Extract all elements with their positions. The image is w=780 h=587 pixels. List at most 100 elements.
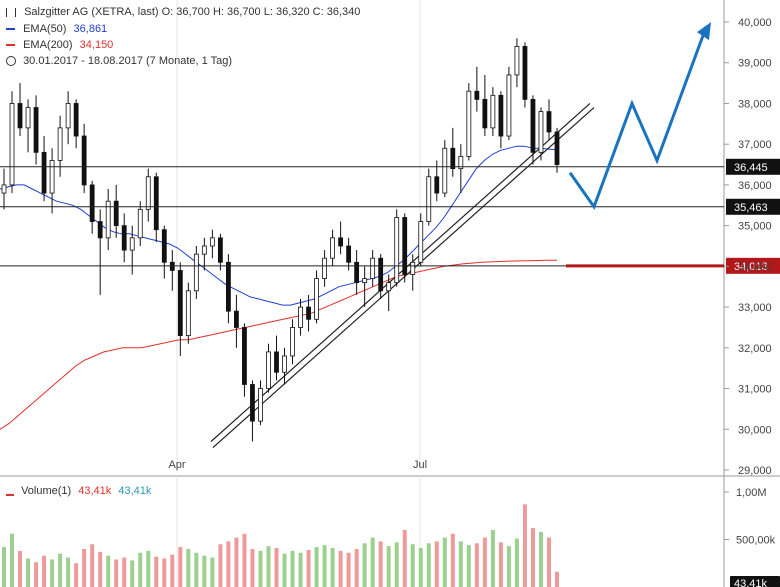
volume-bar [122, 557, 127, 587]
ema50-swatch-icon [6, 28, 15, 31]
volume-bar [250, 549, 255, 587]
candle-body [402, 217, 408, 275]
volume-bar [18, 550, 23, 587]
trend-channel [210, 103, 595, 449]
volume-bar [234, 537, 239, 587]
volume-bar [138, 552, 143, 587]
candle-body [410, 261, 416, 275]
candle-body [306, 306, 311, 320]
candle-body [258, 388, 263, 422]
candle-body [274, 351, 279, 373]
candle-body [81, 135, 87, 186]
volume-bar [354, 549, 359, 587]
candle-body [113, 200, 119, 227]
y-tick-label: 34,000 [738, 261, 772, 273]
candle-body [242, 327, 247, 385]
ema200-value: 34,150 [79, 39, 114, 51]
candle-body [418, 221, 424, 263]
candle-body [153, 176, 159, 231]
volume-value-2: 43,41k [118, 485, 152, 497]
candle-body [234, 310, 239, 328]
volume-bar [90, 544, 95, 587]
y-tick-label: 40,000 [738, 17, 772, 29]
volume-bar [282, 553, 287, 587]
y-tick-label: 39,000 [738, 58, 772, 70]
candle-body [266, 351, 271, 389]
ema200-swatch-icon [6, 44, 15, 47]
volume-bar [458, 541, 463, 587]
y-tick-label: 33,000 [738, 302, 772, 314]
volume-bar [26, 558, 31, 587]
volume-bar [330, 548, 335, 587]
candle-body [57, 127, 63, 161]
candle-body [33, 107, 39, 153]
candle-body [73, 103, 79, 137]
candle-body [89, 184, 95, 222]
volume-bar [82, 549, 87, 587]
candle-body [386, 282, 392, 292]
period-text: 30.01.2017 - 18.08.2017 (7 Monate, 1 Tag… [23, 55, 233, 67]
volume-bar [34, 562, 39, 587]
candle-body [338, 237, 344, 247]
candle-body [250, 384, 255, 422]
volume-bar [178, 547, 183, 587]
volume-bar [242, 533, 247, 587]
level-label: 36,445 [734, 162, 768, 174]
candle-body [49, 160, 55, 194]
candle-body [97, 221, 103, 239]
candle-body [1, 184, 7, 194]
price-level-badge [726, 198, 780, 215]
trendline-lower [212, 107, 595, 449]
volume-last-label: 43,41k [734, 578, 768, 587]
candle-body [105, 200, 111, 239]
level-label: 34,013 [734, 261, 768, 273]
y-tick-label: 32,000 [738, 343, 772, 355]
volume-bar [346, 552, 351, 587]
volume-bar [514, 538, 519, 587]
volume-tick-label: 500,00k [736, 535, 776, 547]
volume-bar [555, 571, 559, 587]
candle-body [137, 208, 143, 239]
volume-bar [530, 528, 535, 587]
candle-body [298, 306, 303, 328]
candle-body [394, 217, 400, 284]
volume-last-badge [730, 576, 780, 587]
legend-ema200: EMA(200) 34,150 [6, 39, 113, 51]
volume-bar [50, 559, 55, 587]
volume-bar [186, 549, 191, 587]
y-axis: 29,000 30,000 31,000 32,000 33,000 34,000 35,0… [724, 17, 780, 587]
y-tick-label: 36,000 [738, 180, 772, 192]
volume-bar [498, 542, 503, 587]
candle-body [185, 290, 191, 336]
candle-body [346, 245, 352, 263]
candle-body [370, 257, 376, 279]
level-label: 35,463 [734, 202, 768, 214]
chart-type-icon [6, 7, 16, 17]
legend-volume: Volume(1) 43,41k 43,41k [6, 485, 151, 497]
volume-bar [402, 530, 407, 587]
volume-icon [6, 486, 14, 497]
volume-bar [442, 537, 447, 587]
candle-body [290, 327, 295, 357]
horizontal-levels: 36,445 35,463 34,013 [0, 158, 780, 274]
legend-ema50: EMA(50) 36,861 [6, 23, 107, 35]
candle-body [442, 147, 448, 194]
x-tick-label: Apr [168, 459, 185, 471]
projection-arrow [568, 22, 711, 211]
support-level-badge [726, 257, 780, 274]
candle-body [177, 270, 183, 337]
volume-label: Volume(1) [21, 485, 72, 497]
y-tick-label: 30,000 [738, 424, 772, 436]
candle-body [362, 278, 368, 284]
candle-body [17, 103, 23, 129]
volume-bars [2, 504, 559, 587]
candle-body [145, 176, 151, 210]
volume-bar [450, 533, 455, 587]
volume-value-1: 43,41k [78, 485, 112, 497]
ema50-value: 36,861 [73, 23, 108, 35]
volume-bar [66, 557, 71, 587]
volume-bar [290, 550, 295, 587]
volume-bar [306, 549, 311, 587]
legend-period: 30.01.2017 - 18.08.2017 (7 Monate, 1 Tag… [6, 55, 232, 67]
